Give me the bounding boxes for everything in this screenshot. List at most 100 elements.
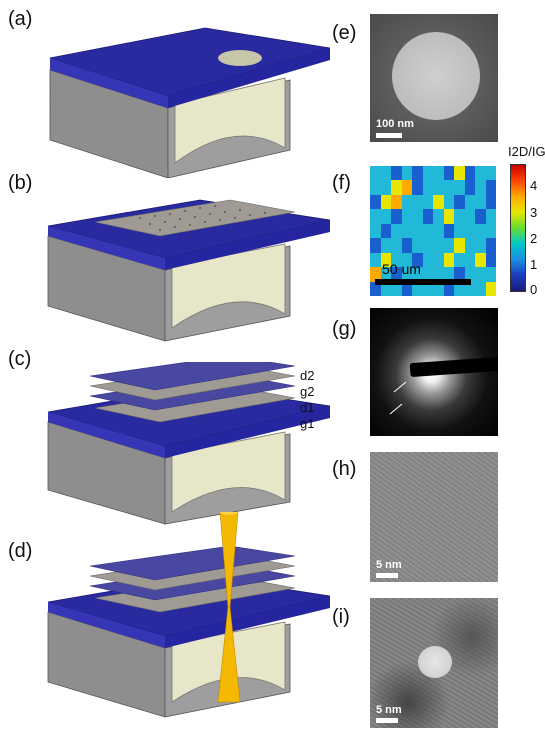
heatmap-cell (464, 209, 475, 224)
heatmap-cell (443, 180, 454, 195)
layer-label-d2: d2 (300, 368, 315, 383)
layer-label-g1: g1 (300, 416, 315, 431)
heatmap-cell (485, 252, 496, 268)
heatmap-cell (443, 281, 454, 296)
heatmap-cell (380, 166, 391, 181)
heatmap-cell (380, 180, 391, 195)
heatmap-cell (370, 180, 381, 195)
heatmap-cell (433, 180, 444, 195)
heatmap-cell (433, 166, 444, 181)
heatmap-cell (391, 267, 402, 282)
heatmap-cell (454, 223, 465, 239)
heatmap-cell (485, 180, 496, 195)
heatmap-cell (380, 209, 391, 224)
heatmap-cell (380, 252, 391, 268)
panel-d-laser (47, 512, 330, 718)
panel-label-i: (i) (332, 606, 350, 628)
heatmap-cell (380, 223, 391, 239)
tem-image-h (370, 452, 498, 582)
heatmap-cell (422, 238, 433, 253)
heatmap-cell (475, 281, 486, 296)
heatmap-cell (412, 209, 423, 224)
heatmap-cell (464, 267, 475, 282)
panel-label-a: (a) (8, 8, 33, 30)
heatmap-cell (391, 238, 402, 253)
scale-label-f: 50 um (382, 261, 421, 277)
colorbar-tick: 2 (530, 231, 538, 246)
heatmap-cell (485, 223, 496, 239)
heatmap-cell (475, 166, 486, 181)
heatmap-cell (422, 267, 433, 282)
heatmap-cell (401, 180, 412, 195)
heatmap-cell (391, 209, 402, 224)
panel-label-h: (h) (332, 458, 357, 480)
heatmap-cell (485, 238, 496, 253)
heatmap-cell (412, 281, 423, 296)
heatmap-cell (412, 180, 423, 195)
heatmap-cell (485, 281, 496, 296)
heatmap-cell (422, 209, 433, 224)
heatmap-cell (475, 194, 486, 210)
colorbar (510, 164, 526, 292)
heatmap-cell (401, 281, 412, 296)
heatmap-cell (401, 194, 412, 210)
heatmap-cell (380, 281, 391, 296)
panel-a-substrate (49, 27, 330, 178)
heatmap-cell (464, 223, 475, 239)
scale-label-h: 5 nm (376, 559, 402, 571)
heatmap-cell (401, 252, 412, 268)
heatmap-cell (370, 267, 381, 282)
heatmap-cell (412, 166, 423, 181)
heatmap-cell (422, 252, 433, 268)
heatmap-cell (380, 238, 391, 253)
sem-image-e (370, 14, 498, 142)
scale-label-e: 100 nm (376, 118, 414, 130)
heatmap-cell (464, 252, 475, 268)
heatmap-cell (433, 209, 444, 224)
heatmap-cell (443, 166, 454, 181)
heatmap-cell (464, 238, 475, 253)
heatmap-cell (433, 223, 444, 239)
heatmap-cell (443, 209, 454, 224)
raman-map-f (370, 166, 496, 296)
heatmap-cell (401, 166, 412, 181)
heatmap-cell (370, 252, 381, 268)
diffraction-image-g (370, 308, 498, 436)
heatmap-cell (401, 223, 412, 239)
heatmap-cell (412, 223, 423, 239)
heatmap-cell (391, 166, 402, 181)
heatmap-cell (443, 252, 454, 268)
scale-bar-e (376, 133, 402, 138)
heatmap-cell (475, 267, 486, 282)
heatmap-cell (412, 252, 423, 268)
tem-image-i (370, 598, 498, 728)
heatmap-cell (433, 252, 444, 268)
heatmap-cell (401, 209, 412, 224)
panel-label-f: (f) (332, 172, 351, 194)
panel-label-b: (b) (8, 172, 33, 194)
heatmap-cell (485, 194, 496, 210)
heatmap-cell (475, 209, 486, 224)
heatmap-cell (370, 281, 381, 296)
scale-bar-i (376, 718, 398, 723)
colorbar-title: I2D/IG (508, 144, 545, 159)
heatmap-cell (391, 194, 402, 210)
heatmap-cell (401, 267, 412, 282)
heatmap-cell (464, 281, 475, 296)
colorbar-tick: 0 (530, 282, 538, 297)
heatmap-cell (422, 223, 433, 239)
heatmap-cell (485, 267, 496, 282)
scale-label-i: 5 nm (376, 704, 402, 716)
panel-label-d: (d) (8, 540, 33, 562)
scale-bar-f (375, 279, 471, 285)
heatmap-cell (422, 166, 433, 181)
panel-label-e: (e) (332, 22, 357, 44)
heatmap-cell (485, 166, 496, 181)
heatmap-cell (454, 166, 465, 181)
heatmap-cell (370, 209, 381, 224)
heatmap-cell (454, 238, 465, 253)
heatmap-cell (391, 180, 402, 195)
heatmap-cell (401, 238, 412, 253)
heatmap-cell (485, 209, 496, 224)
panel-c-stack (47, 362, 330, 525)
